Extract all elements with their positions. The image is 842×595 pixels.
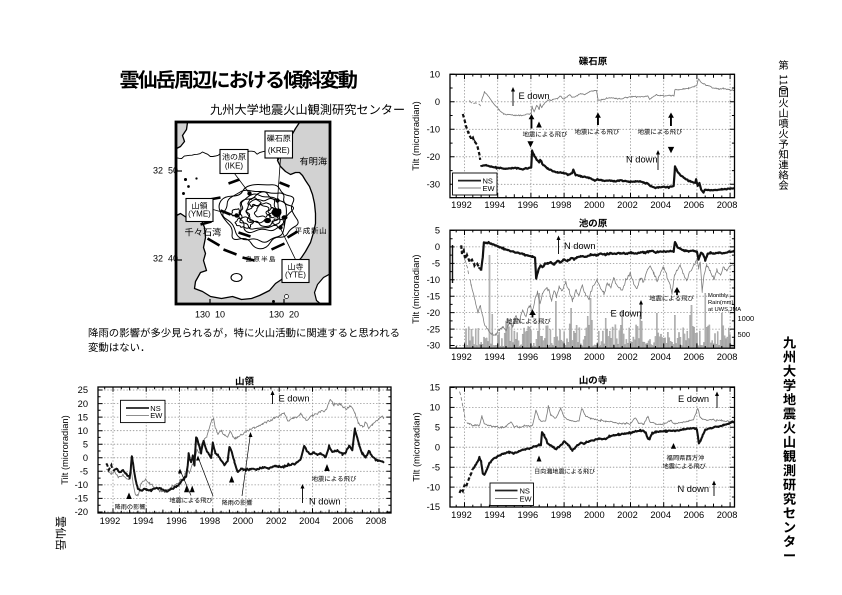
svg-text:-20: -20 <box>427 308 440 318</box>
svg-text:1996: 1996 <box>518 510 539 520</box>
svg-text:Monthly: Monthly <box>708 293 728 299</box>
svg-text:130 20: 130 20 <box>269 310 299 320</box>
svg-text:32 40: 32 40 <box>153 254 178 264</box>
svg-text:130 10: 130 10 <box>195 310 225 320</box>
svg-text:0: 0 <box>435 242 440 252</box>
svg-text:1992: 1992 <box>100 516 121 526</box>
svg-text:NS: NS <box>520 486 530 495</box>
svg-text:20: 20 <box>78 399 88 409</box>
svg-text:10: 10 <box>430 70 440 80</box>
svg-text:32 50: 32 50 <box>153 166 178 176</box>
svg-text:Tilt (microradian): Tilt (microradian) <box>411 255 421 324</box>
svg-text:2002: 2002 <box>617 200 638 210</box>
svg-text:1994: 1994 <box>484 352 505 362</box>
svg-text:-10: -10 <box>75 480 88 490</box>
svg-text:2000: 2000 <box>584 352 605 362</box>
svg-text:EW: EW <box>483 184 496 193</box>
svg-text:2008: 2008 <box>717 200 738 210</box>
svg-text:N down: N down <box>626 155 658 165</box>
svg-text:1994: 1994 <box>484 510 505 520</box>
svg-text:E down: E down <box>519 91 550 101</box>
svg-text:E down: E down <box>611 309 642 319</box>
svg-text:(YTE): (YTE) <box>285 271 306 280</box>
svg-text:5: 5 <box>435 423 440 433</box>
svg-text:-15: -15 <box>75 494 88 504</box>
svg-text:1998: 1998 <box>551 352 572 362</box>
svg-text:5: 5 <box>435 226 440 236</box>
svg-text:2004: 2004 <box>650 510 671 520</box>
svg-text:Tilt (microradian): Tilt (microradian) <box>411 101 421 170</box>
svg-text:2002: 2002 <box>617 352 638 362</box>
svg-text:1998: 1998 <box>551 510 572 520</box>
svg-text:500: 500 <box>738 330 751 339</box>
svg-text:at UWS,JMA: at UWS,JMA <box>708 307 741 313</box>
svg-text:15: 15 <box>430 383 440 393</box>
svg-text:-20: -20 <box>75 507 88 517</box>
svg-text:2002: 2002 <box>266 516 287 526</box>
svg-text:Rain(mm): Rain(mm) <box>708 300 734 306</box>
svg-text:2000: 2000 <box>233 516 254 526</box>
svg-text:2006: 2006 <box>684 352 705 362</box>
svg-text:0: 0 <box>435 97 440 107</box>
svg-text:15: 15 <box>78 412 88 422</box>
svg-text:1994: 1994 <box>133 516 154 526</box>
svg-text:-5: -5 <box>432 259 440 269</box>
svg-text:(YME): (YME) <box>188 210 211 219</box>
svg-text:-5: -5 <box>432 462 440 472</box>
svg-text:-30: -30 <box>427 180 440 190</box>
svg-text:N down: N down <box>564 241 596 251</box>
svg-text:N down: N down <box>677 484 709 494</box>
svg-text:0: 0 <box>83 453 88 463</box>
svg-text:-5: -5 <box>80 467 88 477</box>
svg-text:2006: 2006 <box>684 510 705 520</box>
svg-text:-20: -20 <box>427 152 440 162</box>
svg-text:2006: 2006 <box>684 200 705 210</box>
svg-text:-10: -10 <box>427 275 440 285</box>
svg-text:2008: 2008 <box>717 352 738 362</box>
svg-text:2008: 2008 <box>366 516 387 526</box>
svg-text:1996: 1996 <box>518 352 539 362</box>
svg-text:25: 25 <box>78 385 88 395</box>
svg-text:2000: 2000 <box>584 510 605 520</box>
svg-text:-30: -30 <box>427 341 440 351</box>
svg-text:-10: -10 <box>427 125 440 135</box>
svg-text:1996: 1996 <box>166 516 187 526</box>
svg-text:1992: 1992 <box>451 352 472 362</box>
svg-text:10: 10 <box>78 426 88 436</box>
svg-text:10: 10 <box>430 403 440 413</box>
svg-text:(KRE): (KRE) <box>268 146 290 155</box>
svg-text:1992: 1992 <box>451 510 472 520</box>
svg-text:E down: E down <box>279 394 310 404</box>
svg-text:2000: 2000 <box>584 200 605 210</box>
svg-text:1998: 1998 <box>551 200 572 210</box>
svg-text:1994: 1994 <box>484 200 505 210</box>
svg-text:1998: 1998 <box>199 516 220 526</box>
svg-text:-15: -15 <box>427 291 440 301</box>
svg-text:2004: 2004 <box>650 352 671 362</box>
svg-text:1996: 1996 <box>518 200 539 210</box>
svg-text:2004: 2004 <box>650 200 671 210</box>
svg-text:EW: EW <box>150 411 163 420</box>
svg-text:N down: N down <box>309 497 341 507</box>
svg-text:E down: E down <box>678 394 709 404</box>
svg-text:EW: EW <box>520 494 533 503</box>
svg-text:5: 5 <box>83 439 88 449</box>
svg-text:(IKE): (IKE) <box>225 162 244 171</box>
svg-text:-25: -25 <box>427 324 440 334</box>
svg-text:1000: 1000 <box>738 314 755 323</box>
svg-text:-10: -10 <box>427 482 440 492</box>
svg-text:NS: NS <box>150 404 160 413</box>
svg-text:2008: 2008 <box>717 510 738 520</box>
svg-text:2006: 2006 <box>332 516 353 526</box>
svg-text:Tilt (microradian): Tilt (microradian) <box>412 412 422 481</box>
svg-text:2004: 2004 <box>299 516 320 526</box>
svg-text:Tilt (microradian): Tilt (microradian) <box>60 415 70 484</box>
svg-text:-15: -15 <box>427 502 440 512</box>
svg-text:2002: 2002 <box>617 510 638 520</box>
svg-text:1992: 1992 <box>451 200 472 210</box>
svg-text:0: 0 <box>435 442 440 452</box>
svg-text:NS: NS <box>483 176 493 185</box>
